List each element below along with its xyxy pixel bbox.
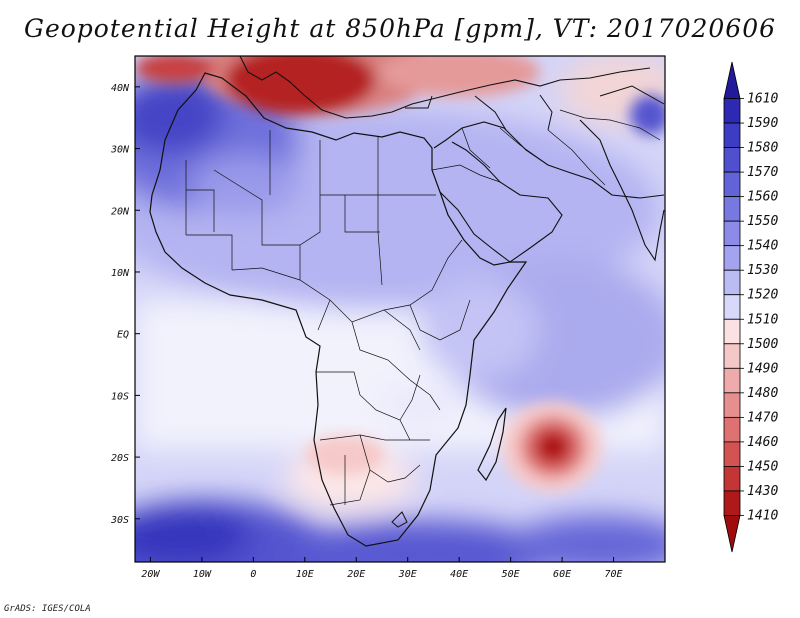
y-tick-label: 10N [111, 268, 130, 279]
colorbar-swatch [723, 147, 741, 173]
y-tick-label: 30S [110, 515, 129, 526]
colorbar-swatch [723, 245, 741, 271]
height-field [135, 56, 665, 562]
colorbar-swatch [723, 441, 741, 467]
colorbar-label: 1460 [747, 435, 778, 450]
colorbar-label: 1530 [747, 263, 778, 278]
colorbar-label: 1560 [747, 190, 778, 205]
colorbar-swatch [723, 367, 741, 394]
colorbar-swatch [723, 318, 741, 345]
x-tick-label: 30E [398, 569, 417, 580]
country-borders [185, 109, 661, 506]
colorbar-label: 1570 [747, 165, 778, 180]
colorbar-swatch [723, 171, 741, 198]
colorbar: 1610 1590 1580 1570 1560 1550 1540 1530 1520 1510… [723, 61, 778, 553]
x-tick-label: 10W [193, 569, 212, 580]
colorbar-swatch [723, 122, 741, 148]
colorbar-swatch [723, 61, 741, 99]
colorbar-label: 1430 [747, 484, 778, 499]
map-frame [134, 55, 666, 563]
colorbar-label: 1450 [747, 459, 778, 474]
colorbar-swatch [723, 98, 741, 124]
x-tick-label: 20E [347, 569, 365, 580]
colorbar-label: 1550 [747, 214, 778, 229]
colorbar-swatch [723, 392, 741, 418]
colorbar-label: 1410 [747, 508, 778, 523]
x-axis: 20W 10W 0 10E 20E 30E 40E 50E 60E 70E [141, 557, 623, 580]
colorbar-swatch [723, 490, 741, 516]
colorbar-label: 1490 [747, 361, 778, 376]
y-tick-label: 30N [110, 145, 130, 156]
y-tick-label: 20S [111, 453, 129, 464]
colorbar-label: 1610 [747, 92, 778, 107]
colorbar-label: 1580 [747, 141, 778, 156]
map-title: Geopotential Height at 850hPa [gpm], VT:… [23, 14, 777, 43]
x-tick-label: 0 [250, 569, 256, 580]
colorbar-label: 1500 [747, 337, 778, 352]
colorbar-swatch [723, 220, 741, 247]
y-tick-label: 20N [111, 206, 130, 217]
colorbar-label: 1470 [747, 410, 778, 425]
x-tick-label: 60E [553, 569, 571, 580]
colorbar-swatch [723, 343, 741, 369]
colorbar-swatch [723, 269, 741, 296]
colorbar-label: 1540 [747, 239, 778, 254]
x-tick-label: 70E [605, 569, 623, 580]
y-tick-label: 40N [111, 83, 130, 94]
colorbar-label: 1480 [747, 386, 778, 401]
colorbar-swatch [723, 515, 741, 553]
y-axis: 40N 30N 20N 10N EQ 10S 20S 30S [110, 83, 140, 526]
colorbar-swatch [723, 196, 741, 222]
y-tick-label: 10S [111, 391, 129, 402]
colorbar-label: 1510 [747, 312, 778, 327]
coastlines [149, 56, 665, 547]
colorbar-swatch [723, 466, 741, 492]
x-tick-label: 20W [141, 569, 160, 580]
colorbar-swatch [723, 416, 741, 443]
y-tick-label: EQ [117, 330, 129, 341]
x-tick-label: 40E [450, 569, 468, 580]
x-tick-label: 10E [296, 569, 314, 580]
x-tick-label: 50E [502, 569, 520, 580]
colorbar-label: 1520 [747, 288, 778, 303]
colorbar-swatch [723, 294, 741, 320]
grads-credit: GrADS: IGES/COLA [4, 604, 91, 614]
colorbar-label: 1590 [747, 116, 778, 131]
